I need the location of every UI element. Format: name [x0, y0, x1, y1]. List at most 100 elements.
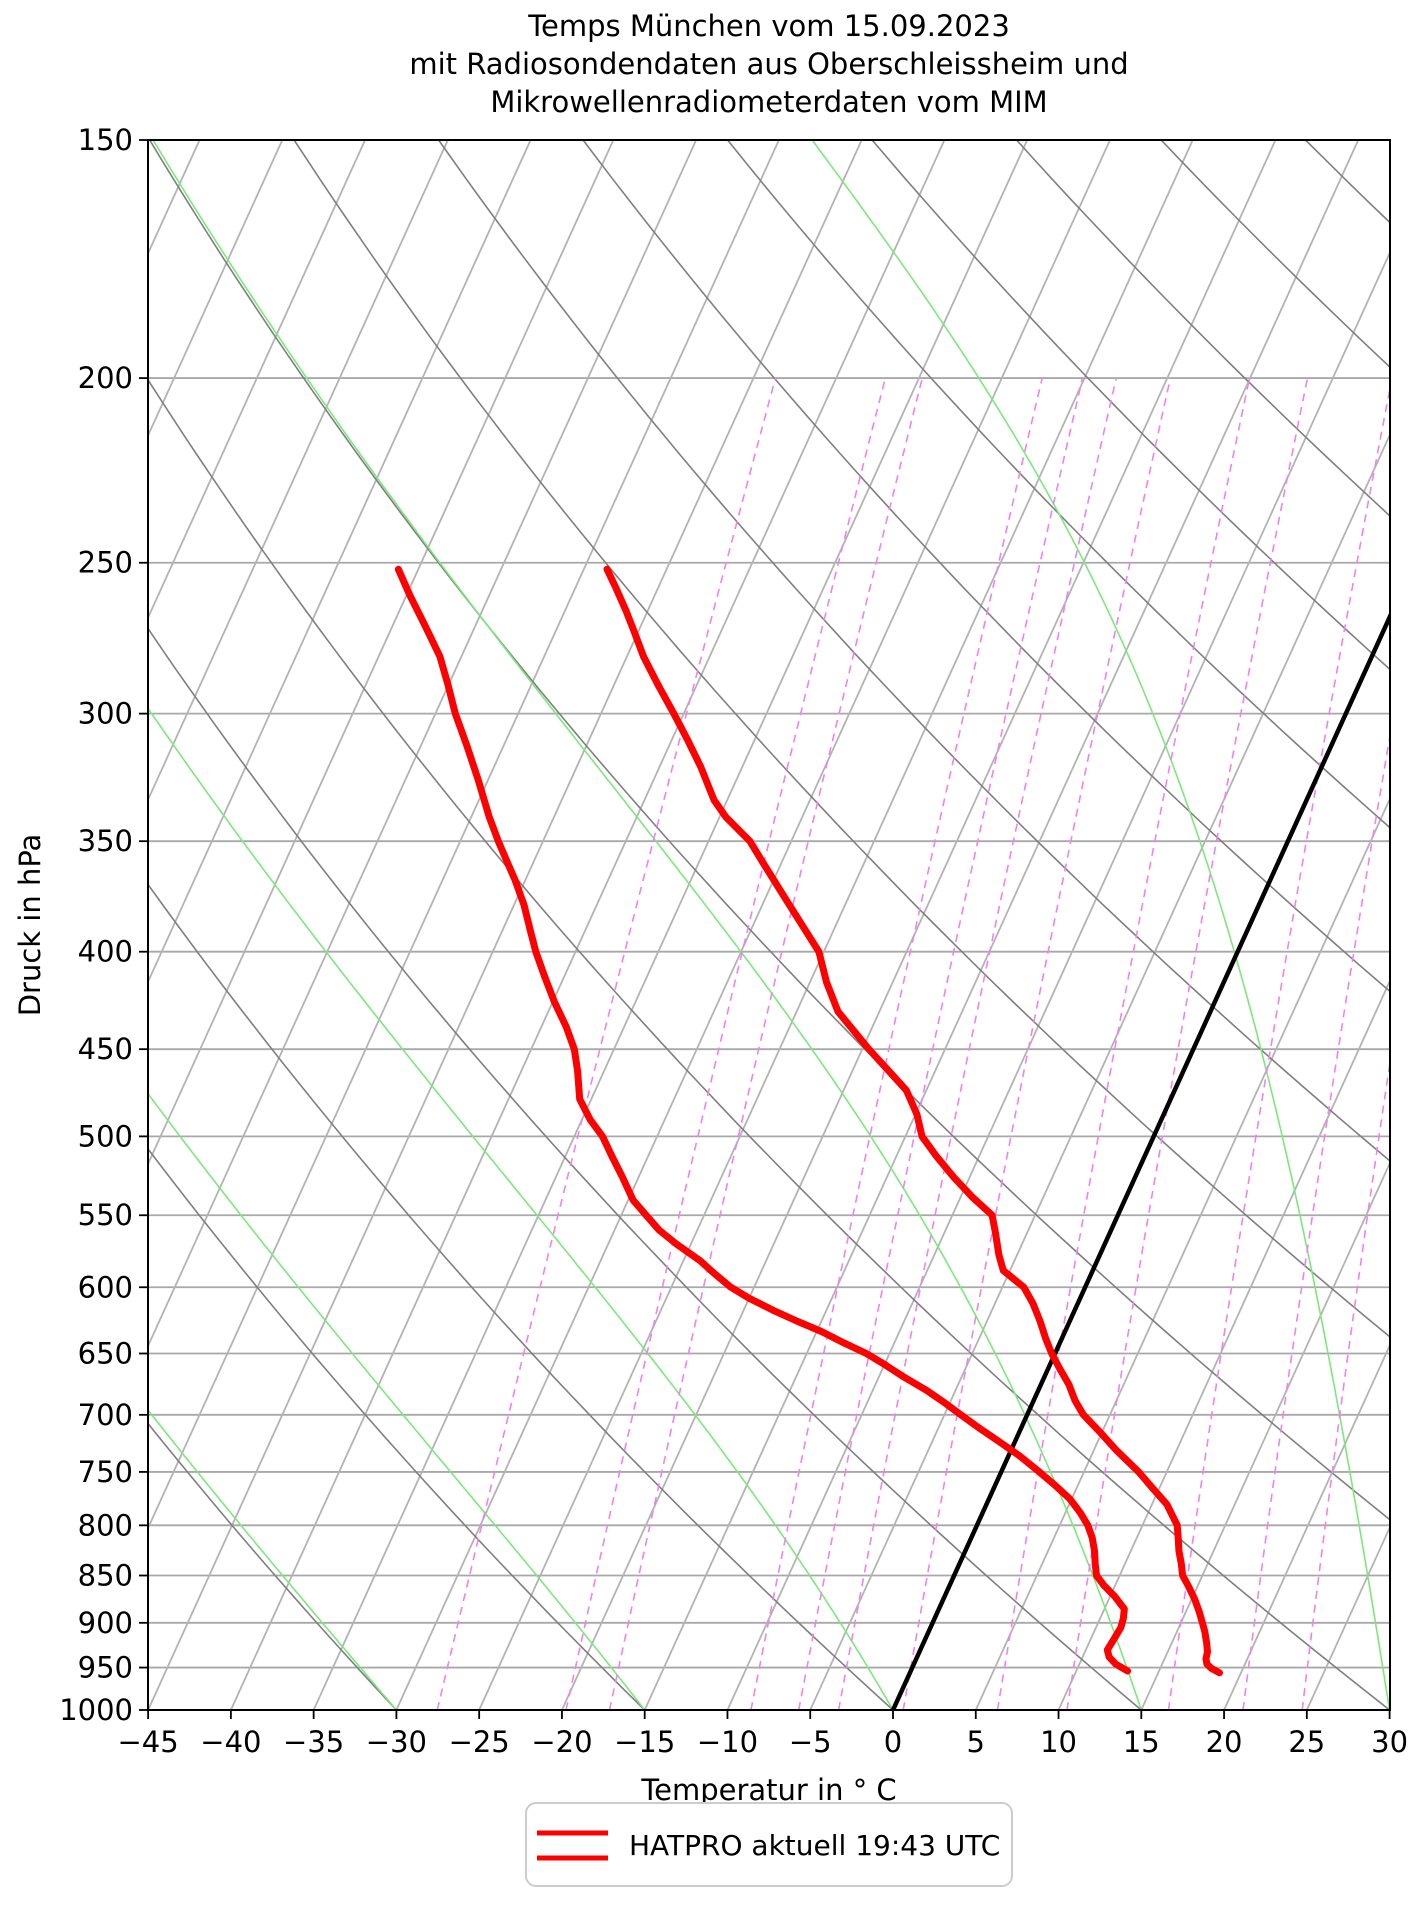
isotherm-line — [974, 796, 1390, 1710]
y-tick-label: 200 — [78, 361, 133, 395]
mixing-ratio-line — [996, 377, 1251, 1710]
y-tick-label: 600 — [78, 1270, 133, 1304]
mixing-ratio-line — [1413, 378, 1427, 1710]
x-tick-label: 30 — [1371, 1725, 1408, 1759]
dry-adiabat-line — [293, 140, 1390, 1338]
y-tick-label: 900 — [78, 1606, 133, 1640]
isotherm-line — [1223, 1342, 1390, 1710]
isotherm-line — [148, 140, 284, 438]
grid-layer — [148, 140, 1427, 1710]
isotherm-line — [643, 140, 1360, 1710]
mixing-ratio-line — [797, 377, 1084, 1710]
legend-label: HATPRO aktuell 19:43 UTC — [629, 1829, 1000, 1862]
dry-adiabat-line — [726, 140, 1390, 829]
chart-title-line-1: Temps München vom 15.09.2023 — [527, 9, 1010, 43]
x-tick-label: −15 — [614, 1725, 675, 1759]
chart-title-line-3: Mikrowellenradiometerdaten vom MIM — [490, 85, 1047, 119]
isotherm-line — [726, 250, 1390, 1710]
x-tick-label: −10 — [697, 1725, 758, 1759]
mixing-ratio-line — [750, 377, 1043, 1710]
isotherm-line — [561, 140, 1277, 1710]
mixing-ratio-line — [837, 377, 1117, 1710]
isotherm-line — [230, 140, 946, 1710]
mixing-ratio-line — [1167, 384, 1390, 1710]
legend-border — [525, 1802, 1013, 1887]
y-tick-label: 800 — [78, 1508, 133, 1542]
dry-adiabat-line — [1016, 140, 1390, 518]
x-tick-label: 10 — [1040, 1725, 1077, 1759]
mixing-ratio-line — [1301, 1057, 1390, 1710]
dry-adiabat-line — [148, 883, 894, 1710]
moist-adiabat-line — [148, 1092, 646, 1710]
temperature-curve — [603, 565, 1223, 1677]
dry-adiabat-line — [1160, 140, 1390, 369]
x-tick-label: −20 — [531, 1725, 592, 1759]
dry-adiabat-lines — [148, 140, 1390, 1710]
x-tick-label: −5 — [789, 1725, 832, 1759]
isotherm-line — [1388, 1706, 1390, 1710]
y-axis-ticks: 150 200 250 300 350 400 450 500 550 600 650 700 750 8… — [59, 123, 148, 1727]
dry-adiabat-line — [871, 140, 1390, 671]
isotherm-line — [809, 432, 1390, 1710]
isotherm-line — [148, 140, 532, 985]
mixing-ratio-line — [902, 377, 1172, 1710]
moist-adiabat-line — [148, 1408, 398, 1710]
x-tick-label: 25 — [1288, 1725, 1325, 1759]
isotherm-line — [1306, 1524, 1390, 1710]
mixing-ratio-lines — [436, 377, 1427, 1710]
isotherm-line — [1140, 1160, 1390, 1710]
y-tick-label: 750 — [78, 1455, 133, 1489]
y-tick-label: 250 — [78, 546, 133, 580]
y-axis-label: Druck in hPa — [13, 834, 47, 1017]
mixing-ratio-line — [1066, 377, 1309, 1710]
isotherm-line — [148, 140, 697, 1349]
x-tick-label: 20 — [1206, 1725, 1243, 1759]
isotherm-lines — [148, 140, 1390, 1710]
mixing-ratio-line — [565, 377, 887, 1710]
isotherm-line — [1057, 978, 1390, 1710]
y-tick-label: 300 — [78, 697, 133, 731]
moist-adiabat-line — [811, 140, 1390, 1710]
isotherm-line — [148, 140, 615, 1167]
dry-adiabat-line — [148, 378, 1390, 1710]
isotherm-line — [478, 140, 1194, 1710]
y-tick-label: 150 — [78, 123, 133, 157]
mixing-ratio-line — [436, 377, 777, 1710]
y-tick-label: 1000 — [59, 1693, 133, 1727]
dry-adiabat-line — [149, 140, 1390, 1521]
x-tick-label: −25 — [449, 1725, 510, 1759]
y-tick-label: 450 — [78, 1032, 133, 1066]
dry-adiabat-line — [148, 1147, 646, 1710]
moist-adiabat-line — [152, 140, 1143, 1710]
mixing-ratio-line — [1242, 731, 1390, 1710]
isotherm-line — [148, 140, 449, 802]
y-tick-label: 400 — [78, 935, 133, 969]
x-tick-label: 15 — [1123, 1725, 1160, 1759]
chart-title-line-2: mit Radiosondendaten aus Oberschleisshei… — [409, 47, 1128, 81]
dewpoint-curve — [394, 565, 1132, 1675]
mixing-ratio-line — [608, 377, 924, 1710]
moist-adiabat-lines — [148, 140, 1390, 1710]
axes-frame — [147, 139, 1391, 1711]
zero-isotherm-line — [890, 611, 1390, 1710]
x-tick-label: 5 — [967, 1725, 985, 1759]
isotherm-line — [148, 140, 780, 1531]
x-tick-label: 0 — [884, 1725, 902, 1759]
y-tick-label: 650 — [78, 1336, 133, 1370]
x-tick-label: −45 — [118, 1725, 179, 1759]
dry-adiabat-line — [148, 627, 1142, 1710]
isotherm-line — [148, 140, 366, 620]
dry-adiabat-line — [437, 140, 1390, 1163]
legend-box: HATPRO aktuell 19:43 UTC — [525, 1802, 1013, 1887]
y-tick-label: 500 — [78, 1119, 133, 1153]
y-tick-label: 700 — [78, 1398, 133, 1432]
y-tick-label: 850 — [78, 1559, 133, 1593]
x-tick-label: −30 — [366, 1725, 427, 1759]
x-axis-label: Temperatur in ° C — [640, 1773, 896, 1807]
moist-adiabat-line — [148, 706, 894, 1710]
x-tick-label: −35 — [283, 1725, 344, 1759]
isotherm-line — [395, 140, 1111, 1710]
dry-adiabat-line — [148, 1422, 397, 1710]
y-tick-label: 350 — [78, 824, 133, 858]
